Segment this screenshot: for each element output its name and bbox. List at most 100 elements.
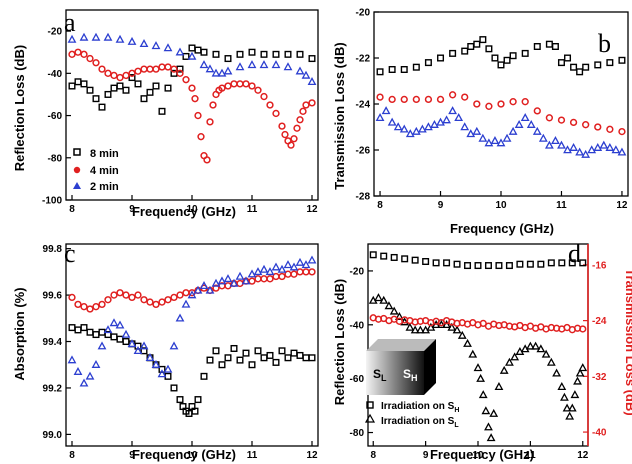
panel-c-series-2-point <box>67 355 77 364</box>
panel-a-series-0-point <box>98 103 106 111</box>
panel-d-series-0-point <box>380 252 388 260</box>
panel-c-series-0-point <box>191 407 199 415</box>
panel-a-ytick-label: -80 <box>48 153 63 164</box>
panel-a-series-1-point <box>128 69 136 77</box>
panel-a-series-0-point <box>272 50 280 58</box>
panel-d-series-0-point <box>547 259 555 267</box>
panel-d-series-1-point <box>525 341 535 350</box>
panel-c-series-1-point <box>116 289 124 297</box>
panel-c-series-0-point <box>74 326 82 334</box>
panel-b-series-1-point <box>569 118 578 127</box>
panel-a-series-0-point <box>284 50 292 58</box>
panel-c: 8 9 10 11 12 99.8 99.6 99.4 99.2 99.0 <box>43 243 319 461</box>
panel-d-series-2 <box>369 314 587 334</box>
panel-c-series-2-point <box>79 378 89 387</box>
panel-a-series-1-point <box>296 116 304 124</box>
panel-c-series-2-point <box>265 267 275 276</box>
panel-a-series-0-point <box>158 107 166 115</box>
panel-d-series-0-point <box>526 260 534 268</box>
panel-b-series-2-point <box>478 133 488 142</box>
panel-d-series-1-point <box>447 322 457 331</box>
panel-b-series-1-point <box>424 95 433 104</box>
panel-b-ytick-label: -20 <box>356 8 371 19</box>
panel-d-series-1-point <box>384 301 394 310</box>
panel-a-series-1-point <box>302 101 310 109</box>
panel-d-series-1-point <box>410 325 420 334</box>
panel-b-series-0-point <box>594 61 602 69</box>
panel-a-series-2-point <box>217 68 227 77</box>
panel-c-xtick-label: 9 <box>129 450 135 461</box>
panel-a-series-0-point <box>74 78 82 86</box>
panel-b-xtick-label: 8 <box>377 200 383 211</box>
panel-c-series-0-point <box>80 324 88 332</box>
panel-b-series-1-point <box>376 93 384 101</box>
panel-a-series-0-point <box>194 46 202 54</box>
panel-a-series-1-point <box>104 69 112 77</box>
panel-b-series-0-point <box>449 49 457 57</box>
panel-c-series-2 <box>67 255 317 387</box>
panel-c-series-2-point <box>277 264 287 273</box>
panel-b-series-2-point <box>484 138 494 147</box>
panel-b-series-0-point <box>467 43 475 51</box>
panel-c-series-2-point <box>211 278 221 287</box>
panel-c-series-0-point <box>296 351 304 359</box>
panel-a-series-1-point <box>134 67 142 75</box>
panel-b-series-2-point <box>520 113 530 122</box>
panel-d-series-0-point <box>495 262 503 270</box>
panel-b-series-1-point <box>557 116 566 124</box>
panel-a-series-2-point <box>91 32 101 41</box>
panel-a-ytick-label: -60 <box>48 111 63 122</box>
panel-c-series-0-point <box>284 354 292 362</box>
panel-b-series-2-point <box>617 147 627 156</box>
panel-a-series-1-point <box>158 63 166 71</box>
panel-a-ytick-label: -40 <box>48 69 63 80</box>
panel-d-series-1-point <box>484 422 493 431</box>
panel-c-series-0-point <box>230 344 238 352</box>
panel-c-series-0-point <box>170 384 178 392</box>
panel-c-ytick-label: 99.6 <box>43 291 63 302</box>
legend-a-label-2: 2 min <box>90 181 119 193</box>
panel-b-series-2-point <box>436 117 445 126</box>
panel-b-series-0-point <box>618 56 626 64</box>
panel-d-series-1-point <box>476 373 486 382</box>
panel-c-series-0-point <box>266 351 274 359</box>
panel-b-series-0-point <box>503 56 511 64</box>
panel-b-series-0-point <box>376 68 384 76</box>
panel-b-ylabel: Transmission Loss (dB) <box>332 42 347 189</box>
panel-b-series-2-point <box>557 140 566 149</box>
legend-a-label-1: 4 min <box>90 165 119 177</box>
panel-b-series-1-point <box>521 98 529 106</box>
panel-d-series-2-point <box>579 325 587 333</box>
panel-b-series-0-point <box>479 36 487 44</box>
panel-a-series-2-point <box>199 60 209 69</box>
panel-b-series-2-point <box>587 145 597 154</box>
panel-d-series-1-point <box>379 295 389 304</box>
panel-letter-a: a <box>64 8 76 37</box>
panel-b-series-0-point <box>557 59 565 67</box>
legend-a-marker-2 <box>73 182 81 189</box>
panel-d-xlabel: Frequency (GHz) <box>430 447 534 462</box>
panel-c-series-0-point <box>92 331 100 339</box>
panel-b-series-2-point <box>375 113 385 122</box>
panel-d-xtick-label: 12 <box>577 450 589 461</box>
panel-d-series-1-point <box>567 403 577 412</box>
panel-d-series-1-point <box>570 390 580 399</box>
panel-c-series-1-point <box>308 268 316 276</box>
panel-c-series-1-point <box>80 303 88 311</box>
panel-b-series-0-point <box>509 52 517 60</box>
panel-c-series-2-point <box>133 346 143 355</box>
panel-c-series-1-point <box>248 277 256 285</box>
panel-d-series-1-point <box>478 390 488 399</box>
panel-a-series-1-point <box>146 65 154 73</box>
panel-d-series-1-point <box>499 365 509 374</box>
panel-b-series-2-point <box>544 140 554 149</box>
panel-c-series-2-point <box>115 320 125 329</box>
panel-c-series-2-point <box>271 262 281 271</box>
panel-d-series-1-point <box>442 320 451 329</box>
panel-c-series-1-point <box>212 284 220 292</box>
panel-a-series-0-point <box>182 52 190 60</box>
panel-c-series-1-point <box>260 275 268 283</box>
panel-c-series-1-point <box>98 300 106 309</box>
panel-b-ytick-label: -26 <box>356 146 371 157</box>
panel-b-series-0-point <box>461 47 469 55</box>
